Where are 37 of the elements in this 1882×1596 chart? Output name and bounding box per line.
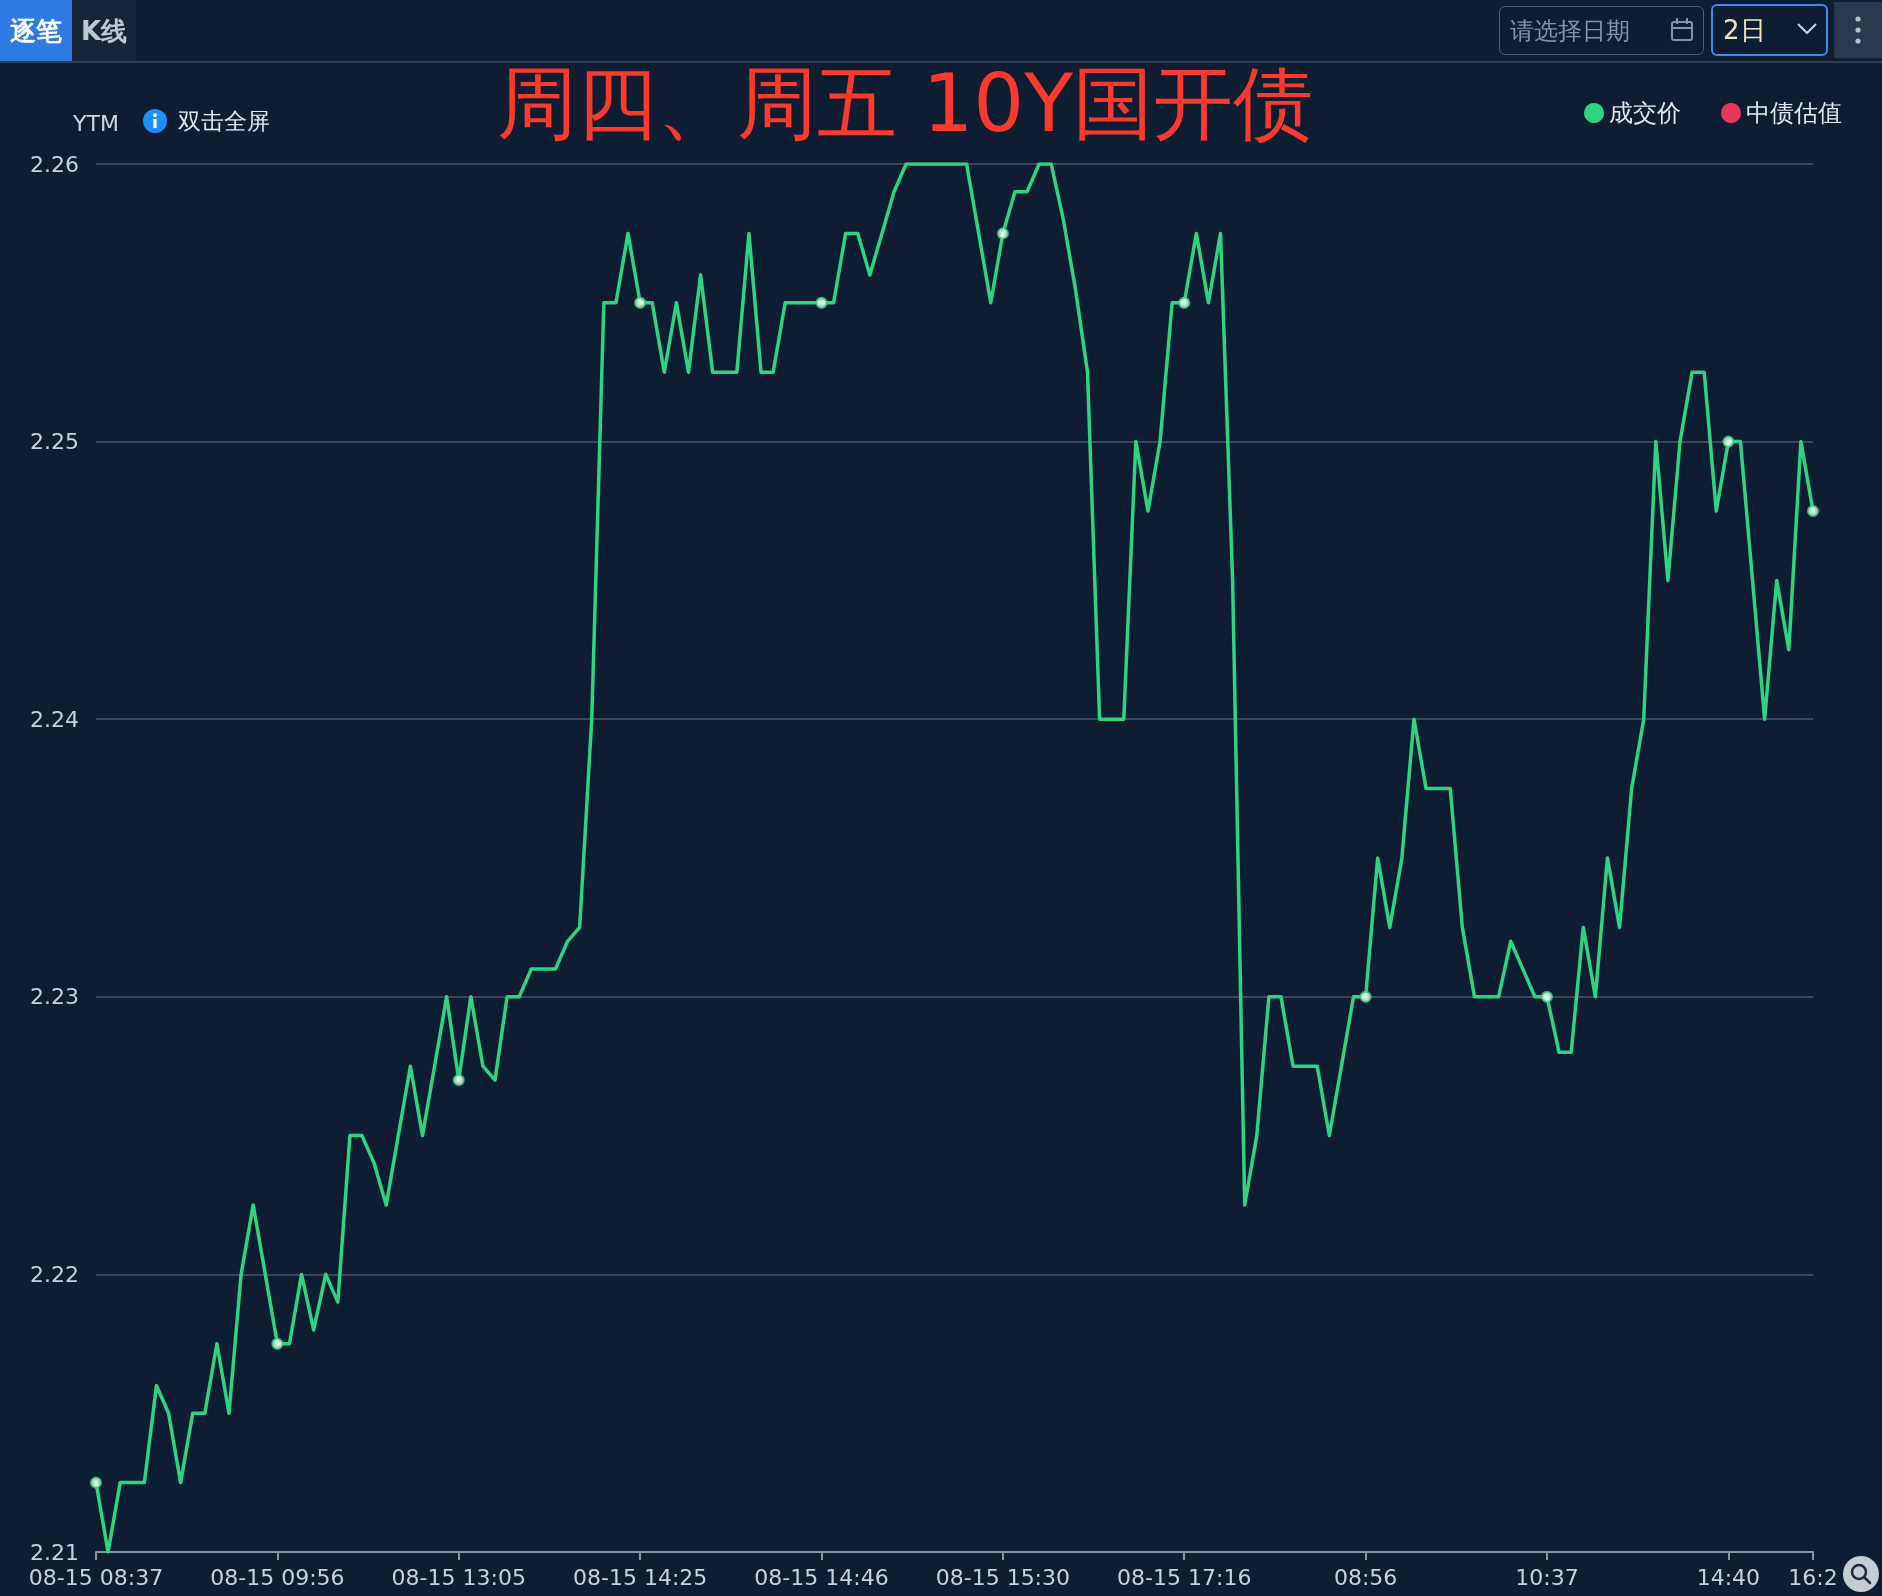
point xyxy=(1722,435,1735,448)
x-tick-label: 08-15 14:25 xyxy=(572,1564,708,1590)
x-tick-label: 08:56 xyxy=(1333,1564,1398,1590)
y-tick-label: 2.21 xyxy=(30,1539,79,1565)
point xyxy=(90,1476,102,1489)
tab-button: K线 xyxy=(72,0,136,61)
y-tick-label: 2.26 xyxy=(30,151,79,177)
point xyxy=(271,1337,284,1350)
x-tick-label: 08-15 13:05 xyxy=(391,1564,526,1590)
tab-button: 逐笔 xyxy=(0,0,72,61)
point xyxy=(634,296,647,309)
y-tick-label: 2.24 xyxy=(30,706,79,732)
y-tick-label: 2.25 xyxy=(30,429,79,455)
legend-label: 中债估值 xyxy=(1746,99,1842,127)
point xyxy=(996,227,1009,240)
x-tick-label: 08-15 15:30 xyxy=(935,1564,1071,1590)
point xyxy=(1807,505,1819,517)
x-tick-label: 08-15 14:46 xyxy=(754,1564,889,1590)
dropdown-select: 2日 xyxy=(1711,4,1828,56)
x-tick-label: 14:40 xyxy=(1696,1564,1761,1590)
x-tick-label: 16:2 xyxy=(1788,1564,1838,1590)
point xyxy=(452,1074,465,1087)
y-tick-label: 2.23 xyxy=(30,984,79,1010)
point xyxy=(815,296,828,309)
date-input: 请选择日期 xyxy=(1499,6,1704,55)
point xyxy=(1178,296,1191,309)
x-tick-label: 10:37 xyxy=(1515,1564,1579,1590)
chart-title: 周四、周五 10Y国开债 xyxy=(497,56,1314,150)
text: 双击全屏 xyxy=(178,107,270,134)
point xyxy=(1359,990,1372,1003)
y-tick-label: 2.22 xyxy=(30,1261,79,1287)
legend-label: 成交价 xyxy=(1609,99,1681,127)
point xyxy=(1541,990,1553,1003)
x-tick-label: 08-15 17:16 xyxy=(1117,1564,1252,1590)
x-tick-label: 08-15 08:37 xyxy=(28,1564,164,1590)
y-axis-title: YTM xyxy=(72,110,119,136)
x-tick-label: 08-15 09:56 xyxy=(210,1564,345,1590)
